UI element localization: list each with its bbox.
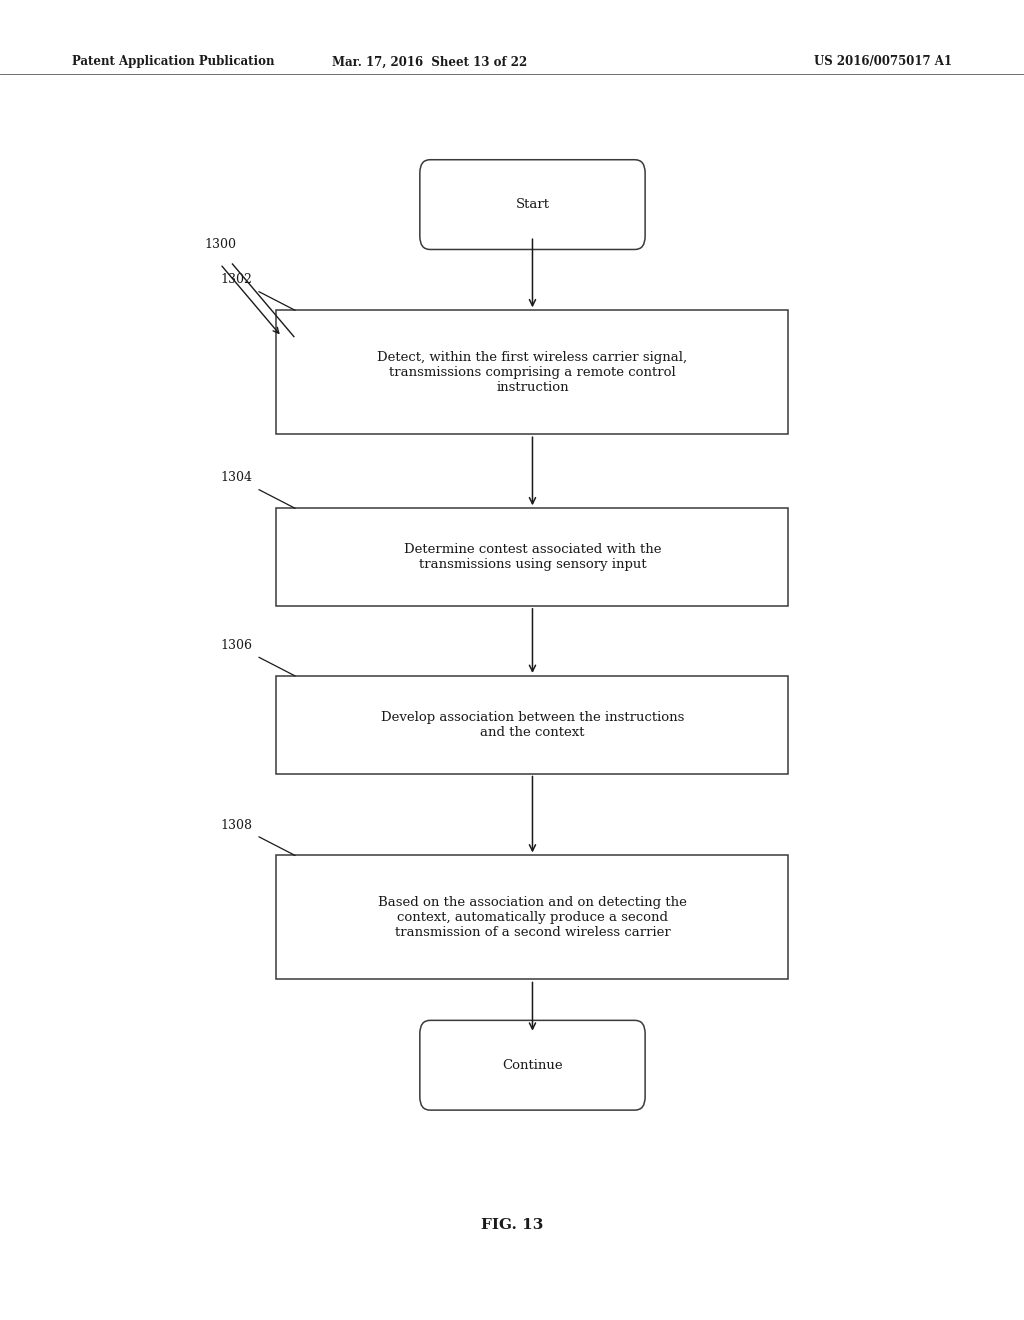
Text: FIG. 13: FIG. 13: [481, 1218, 543, 1232]
FancyBboxPatch shape: [420, 160, 645, 249]
Text: 1300: 1300: [205, 238, 237, 251]
Text: Determine contest associated with the
transmissions using sensory input: Determine contest associated with the tr…: [403, 543, 662, 572]
Text: US 2016/0075017 A1: US 2016/0075017 A1: [814, 55, 952, 69]
Text: Start: Start: [515, 198, 550, 211]
Text: 1302: 1302: [220, 273, 252, 286]
Text: Based on the association and on detecting the
context, automatically produce a s: Based on the association and on detectin…: [378, 896, 687, 939]
Text: 1306: 1306: [220, 639, 252, 652]
Bar: [276, 508, 788, 606]
Text: Patent Application Publication: Patent Application Publication: [72, 55, 274, 69]
Text: Develop association between the instructions
and the context: Develop association between the instruct…: [381, 710, 684, 739]
Bar: [276, 676, 788, 774]
Text: 1304: 1304: [220, 471, 252, 484]
FancyBboxPatch shape: [420, 1020, 645, 1110]
Bar: [276, 310, 788, 434]
Text: Continue: Continue: [502, 1059, 563, 1072]
Bar: [276, 855, 788, 979]
Text: 1308: 1308: [220, 818, 252, 832]
Text: Detect, within the first wireless carrier signal,
transmissions comprising a rem: Detect, within the first wireless carrie…: [378, 351, 687, 393]
Text: Mar. 17, 2016  Sheet 13 of 22: Mar. 17, 2016 Sheet 13 of 22: [333, 55, 527, 69]
